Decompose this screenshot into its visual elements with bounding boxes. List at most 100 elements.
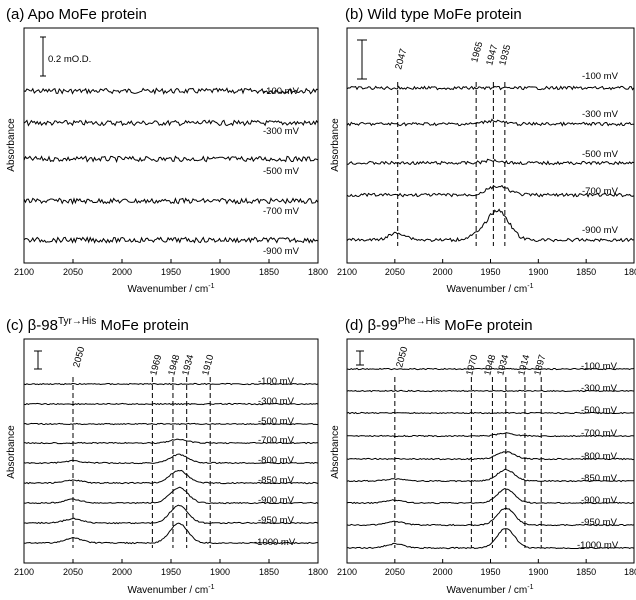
voltage-label: -900 mV bbox=[263, 246, 300, 257]
voltage-label: -100 mV bbox=[263, 86, 300, 97]
panel-d-peak-lines bbox=[394, 377, 542, 548]
spectrum-trace bbox=[23, 197, 319, 206]
x-tick-label: 2050 bbox=[63, 267, 83, 277]
x-tick-label: 1900 bbox=[210, 267, 230, 277]
voltage-label: -500 mV bbox=[581, 405, 618, 416]
voltage-label: -700 mV bbox=[258, 435, 295, 446]
peak-label: 1897 bbox=[532, 354, 548, 377]
voltage-label: -800 mV bbox=[258, 455, 295, 466]
panel-c-xlabel: Wavenumber / cm-1 bbox=[128, 584, 215, 596]
x-tick-label: 1850 bbox=[259, 567, 279, 577]
peak-label: 1969 bbox=[148, 354, 164, 377]
x-tick-label: 2100 bbox=[337, 567, 357, 577]
x-tick-label: 1850 bbox=[576, 267, 596, 277]
voltage-label: -700 mV bbox=[582, 186, 619, 197]
spectrum-trace bbox=[23, 87, 319, 95]
panel-b-peak-lines bbox=[397, 82, 506, 246]
spectrum-trace bbox=[346, 451, 635, 461]
peak-label: 1935 bbox=[497, 44, 513, 67]
x-tick-label: 1800 bbox=[308, 267, 328, 277]
panel-d-title: (d) β-99Phe→His MoFe protein bbox=[345, 316, 533, 334]
peak-label: 1910 bbox=[200, 354, 216, 377]
panel-b: (b) Wild type MoFe protein 2100 2050 2000 1… bbox=[330, 6, 636, 295]
panel-b-traces bbox=[346, 85, 635, 243]
panel-b-x-axis: 2100 2050 2000 1950 1900 1850 1800 bbox=[337, 259, 636, 277]
spectrum-trace bbox=[346, 432, 635, 438]
spectrum-trace bbox=[23, 382, 319, 386]
x-tick-label: 2050 bbox=[385, 267, 405, 277]
panel-a-scale-bar: 0.2 mO.D. bbox=[40, 36, 91, 77]
voltage-label: -1000 mV bbox=[254, 537, 296, 548]
panel-c-peak-lines bbox=[72, 377, 211, 548]
voltage-label: -300 mV bbox=[582, 109, 619, 120]
panel-c-scale-bar bbox=[34, 350, 42, 370]
spectrum-trace bbox=[346, 367, 635, 371]
spectrum-trace bbox=[23, 155, 319, 164]
voltage-label: -300 mV bbox=[581, 383, 618, 394]
x-tick-label: 1950 bbox=[161, 567, 181, 577]
panel-c-ylabel: Absorbance bbox=[6, 425, 17, 479]
voltage-label: -900 mV bbox=[581, 495, 618, 506]
panel-c-voltage-labels: -100 mV -300 mV -500 mV -700 mV -800 mV … bbox=[254, 376, 296, 548]
voltage-label: -1000 mV bbox=[577, 540, 619, 551]
spectrum-trace bbox=[346, 411, 635, 415]
panel-c: (c) β-98Tyr→His MoFe protein 2100 2050 200… bbox=[6, 316, 328, 596]
x-tick-label: 1800 bbox=[624, 267, 636, 277]
x-tick-label: 2000 bbox=[112, 267, 132, 277]
x-tick-label: 2050 bbox=[385, 567, 405, 577]
x-tick-label: 2100 bbox=[337, 267, 357, 277]
voltage-label: -500 mV bbox=[582, 149, 619, 160]
voltage-label: -900 mV bbox=[258, 495, 295, 506]
spectrum-trace bbox=[346, 528, 635, 550]
spectrum-trace bbox=[23, 236, 319, 244]
spectrum-trace bbox=[346, 184, 635, 198]
panel-a: (a) Apo MoFe protein 2100 2050 2000 1950 190… bbox=[6, 6, 328, 295]
peak-label: 1948 bbox=[166, 354, 182, 377]
x-tick-label: 2000 bbox=[433, 267, 453, 277]
peak-label: 1934 bbox=[180, 354, 196, 377]
panel-c-peak-labels: 2050 1969 1948 1934 1910 bbox=[71, 346, 216, 377]
spectrum-trace bbox=[346, 389, 635, 393]
panel-d-voltage-labels: -100 mV -300 mV -500 mV -700 mV -800 mV … bbox=[577, 361, 619, 551]
panel-a-ylabel: Absorbance bbox=[6, 118, 17, 172]
voltage-label: -850 mV bbox=[581, 473, 618, 484]
panel-a-voltage-labels: -100 mV -300 mV -500 mV -700 mV -900 mV bbox=[263, 86, 300, 257]
panel-a-scale-label: 0.2 mO.D. bbox=[48, 54, 91, 65]
panel-d-traces bbox=[346, 367, 635, 550]
x-tick-label: 2050 bbox=[63, 567, 83, 577]
x-tick-label: 1900 bbox=[210, 567, 230, 577]
panel-b-scale-bar bbox=[357, 39, 367, 80]
panel-c-x-axis: 2100 2050 2000 1950 1900 1850 1800 bbox=[14, 559, 328, 577]
spectrum-trace bbox=[346, 208, 635, 243]
spectrum-trace bbox=[347, 158, 635, 166]
x-tick-label: 1950 bbox=[480, 267, 500, 277]
panel-d-peak-labels: 2050 1970 1948 1934 1914 1897 bbox=[394, 346, 548, 377]
panel-a-traces bbox=[23, 87, 319, 244]
spectrum-trace bbox=[23, 453, 319, 465]
x-tick-label: 1900 bbox=[528, 267, 548, 277]
voltage-label: -700 mV bbox=[263, 206, 300, 217]
panel-d-ylabel: Absorbance bbox=[330, 425, 341, 479]
spectrum-trace bbox=[23, 119, 319, 127]
spectrum-trace bbox=[23, 469, 319, 485]
peak-label: 1948 bbox=[482, 354, 498, 377]
spectrum-trace bbox=[23, 486, 319, 505]
spectrum-trace bbox=[346, 468, 634, 483]
panel-d-x-axis: 2100 2050 2000 1950 1900 1850 1800 bbox=[337, 559, 636, 577]
spectrum-trace bbox=[23, 504, 319, 525]
peak-label: 1965 bbox=[469, 41, 485, 64]
peak-label: 1934 bbox=[495, 354, 511, 377]
panel-d-scale-bar bbox=[356, 350, 364, 366]
peak-label: 1970 bbox=[464, 354, 480, 377]
spectrum-trace bbox=[23, 522, 318, 545]
spectrum-trace bbox=[346, 488, 635, 505]
x-tick-label: 1950 bbox=[161, 267, 181, 277]
peak-label: 1947 bbox=[484, 44, 500, 67]
panel-a-xlabel: Wavenumber / cm-1 bbox=[128, 283, 215, 295]
panel-b-voltage-labels: -100 mV -300 mV -500 mV -700 mV -900 mV bbox=[582, 71, 619, 236]
panel-b-xlabel: Wavenumber / cm-1 bbox=[447, 283, 534, 295]
x-tick-label: 1900 bbox=[528, 567, 548, 577]
voltage-label: -100 mV bbox=[582, 71, 619, 82]
x-tick-label: 1800 bbox=[624, 567, 636, 577]
